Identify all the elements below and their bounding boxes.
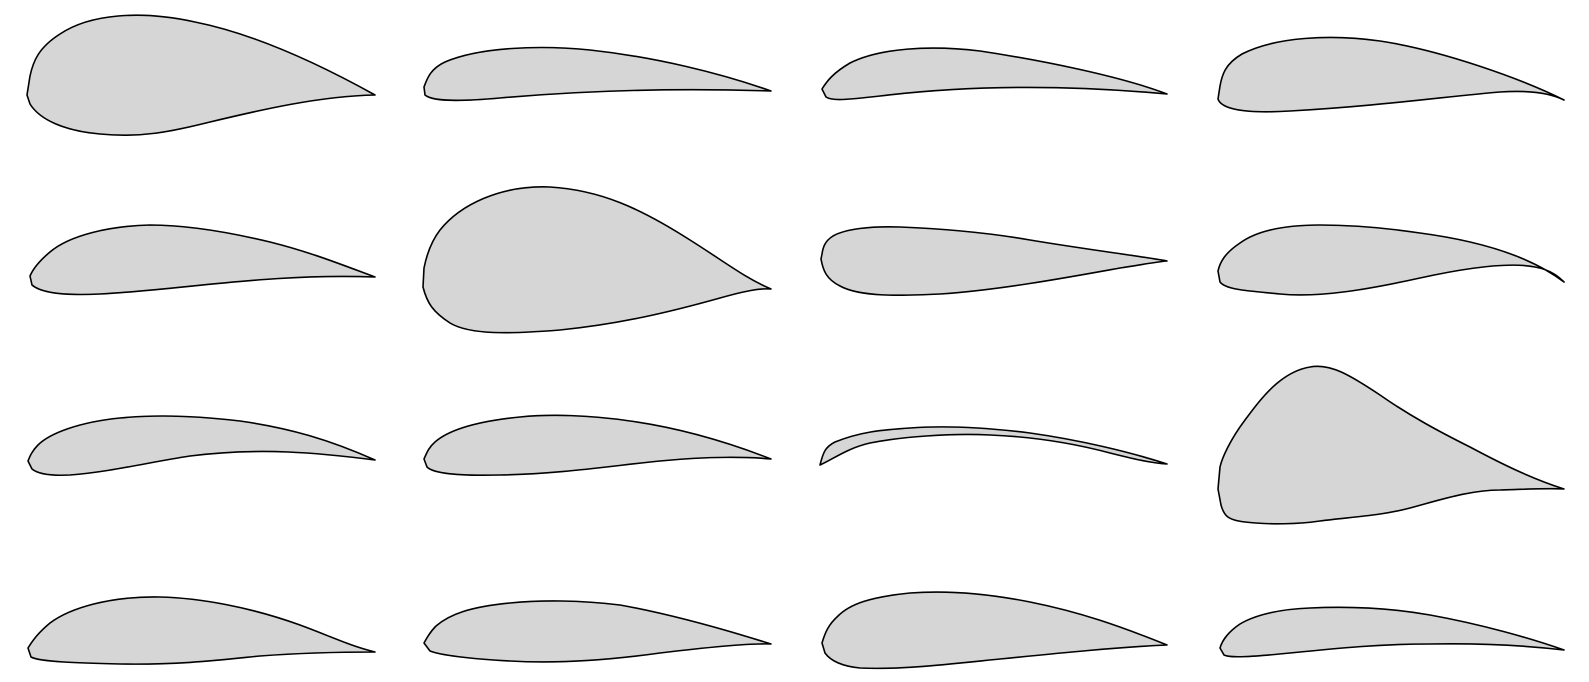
airfoil-r4c1 xyxy=(28,597,375,664)
airfoil-r3c2 xyxy=(424,415,771,475)
airfoil-r1c2 xyxy=(424,48,771,101)
airfoil-r3c3 xyxy=(820,427,1167,465)
airfoil-r1c4 xyxy=(1218,37,1564,111)
airfoil-r3c1 xyxy=(28,416,375,475)
airfoil-r4c3 xyxy=(822,592,1167,668)
airfoil-r2c3 xyxy=(821,227,1167,295)
airfoil-r2c4 xyxy=(1218,225,1564,295)
airfoil-r1c1 xyxy=(27,15,375,135)
airfoil-r4c2 xyxy=(424,601,771,662)
airfoil-r4c4 xyxy=(1220,607,1564,656)
airfoil-r2c1 xyxy=(30,225,375,295)
airfoil-r1c3 xyxy=(822,48,1167,99)
airfoil-r2c2 xyxy=(423,187,771,333)
airfoil-r3c4 xyxy=(1218,366,1564,524)
